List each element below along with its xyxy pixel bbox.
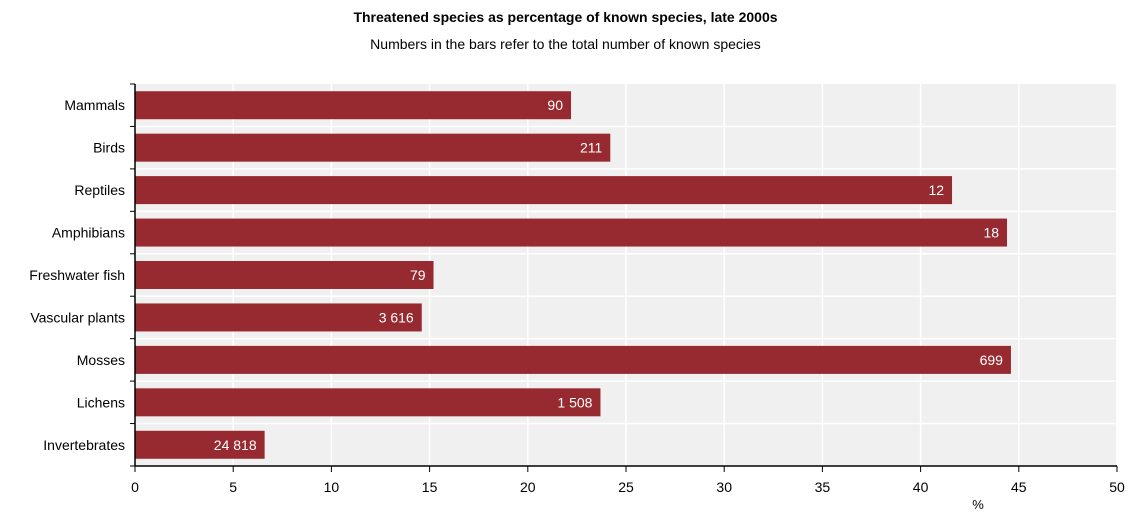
bar-value-label: 79 <box>410 267 426 283</box>
bar-value-label: 12 <box>928 182 944 198</box>
category-label: Lichens <box>77 394 125 410</box>
bar-value-label: 1 508 <box>557 394 592 410</box>
bar[interactable] <box>135 218 1008 247</box>
bar[interactable] <box>135 133 611 162</box>
bar[interactable] <box>135 345 1011 374</box>
bar-value-label: 3 616 <box>379 309 414 325</box>
bar[interactable] <box>135 388 601 417</box>
category-label: Vascular plants <box>30 309 125 325</box>
bar[interactable] <box>135 91 572 120</box>
category-label: Invertebrates <box>43 437 125 453</box>
category-label: Reptiles <box>74 182 125 198</box>
x-tick-label: 25 <box>618 479 634 495</box>
x-axis-unit-label: % <box>972 497 984 512</box>
bar[interactable] <box>135 430 265 459</box>
bar-value-label: 90 <box>547 97 563 113</box>
x-tick-label: 15 <box>422 479 438 495</box>
x-tick-label: 10 <box>324 479 340 495</box>
bar[interactable] <box>135 261 434 289</box>
x-tick-label: 45 <box>1011 479 1027 495</box>
x-tick-label: 35 <box>815 479 831 495</box>
category-label: Mosses <box>77 352 125 368</box>
bar-value-label: 211 <box>580 140 603 156</box>
x-tick-label: 40 <box>913 479 929 495</box>
category-label: Birds <box>93 140 125 156</box>
bar-value-label: 699 <box>980 352 1004 368</box>
chart-subtitle: Numbers in the bars refer to the total n… <box>370 36 761 52</box>
x-tick-label: 0 <box>131 479 139 495</box>
category-label: Freshwater fish <box>29 267 125 283</box>
chart-title: Threatened species as percentage of know… <box>353 9 778 25</box>
x-tick-label: 30 <box>716 479 732 495</box>
x-tick-label: 50 <box>1109 479 1125 495</box>
bar[interactable] <box>135 303 422 332</box>
bar-value-label: 18 <box>983 225 999 241</box>
x-tick-label: 20 <box>520 479 536 495</box>
category-label: Amphibians <box>52 225 125 241</box>
x-tick-label: 5 <box>229 479 237 495</box>
bar[interactable] <box>135 176 953 205</box>
bar-value-label: 24 818 <box>214 437 257 453</box>
category-label: Mammals <box>64 97 125 113</box>
